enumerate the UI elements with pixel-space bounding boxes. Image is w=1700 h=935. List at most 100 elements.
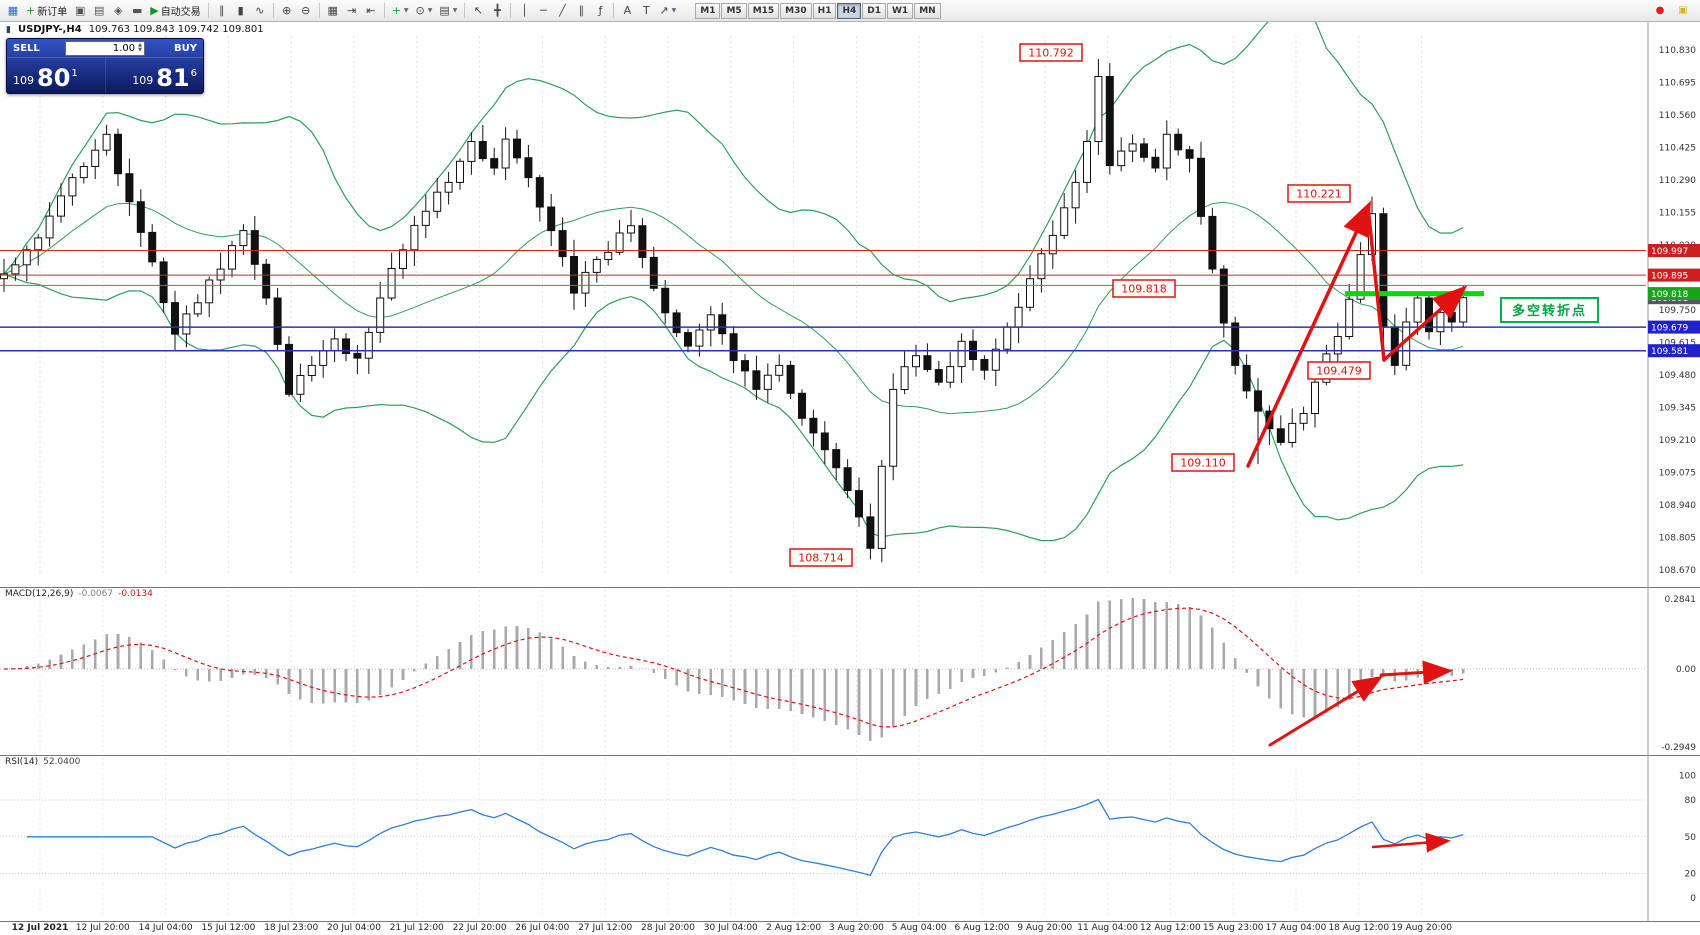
chart-shift-icon[interactable]: ⇤ (362, 2, 380, 20)
autotrading-button-label: 自动交易 (160, 7, 201, 18)
line-chart-type-icon[interactable]: ∿ (251, 2, 269, 20)
horizontal-level-lines[interactable] (0, 250, 1646, 352)
tile-windows-icon[interactable]: ▦ (324, 2, 342, 20)
new-order-button[interactable]: + 新订单 (23, 2, 70, 20)
trendline-icon[interactable]: ╱ (553, 2, 571, 20)
timeframe-mn[interactable]: MN (914, 2, 941, 19)
svg-text:109.110: 109.110 (1180, 457, 1226, 470)
zoom-in-icon[interactable]: ⊕ (278, 2, 296, 20)
volume-spinner[interactable]: ▲ ▼ (138, 43, 142, 53)
rsi-canvas[interactable]: 100 80 50 20 0 (0, 755, 1700, 921)
cursor-icon[interactable]: ↖ (469, 2, 487, 20)
buy-button[interactable]: 109 81 6 (104, 58, 204, 93)
macd-trend-arrows[interactable] (1268, 660, 1453, 747)
fibonacci-icon-glyph: ƒ (598, 4, 603, 17)
macd-panel: 0.2841 0.00 -0.2949 MACD(12,26,9) -0.0067 … (0, 587, 1700, 755)
time-label: 9 Aug 20:00 (1017, 923, 1073, 933)
svg-text:110.155: 110.155 (1659, 209, 1696, 219)
arrow-tools-dropdown[interactable]: ↗ ▼ (656, 2, 679, 20)
market-watch-icon[interactable]: ▤ (90, 2, 108, 20)
periods-dropdown-arrow-icon[interactable]: ▼ (427, 7, 433, 14)
svg-text:110.290: 110.290 (1659, 176, 1696, 186)
rsi-trend-arrow[interactable] (1371, 832, 1451, 853)
turning-point-note[interactable]: 多空转折点 (1500, 297, 1600, 323)
zoom-in-icon-glyph: ⊕ (282, 4, 292, 17)
time-label: 22 Jul 20:00 (452, 923, 507, 933)
spinner-down-icon[interactable]: ▼ (138, 47, 142, 53)
volume-value: 1.00 (112, 42, 136, 54)
svg-text:109.345: 109.345 (1659, 404, 1696, 414)
sell-button[interactable]: 109 80 1 (7, 58, 105, 93)
svg-text:110.560: 110.560 (1659, 111, 1696, 121)
templates-dropdown-arrow-icon[interactable]: ▼ (452, 7, 458, 14)
time-label: 18 Aug 12:00 (1328, 923, 1390, 933)
volume-input[interactable]: 1.00 ▲ ▼ (65, 40, 145, 56)
buy-price-sup: 6 (190, 68, 197, 79)
templates-dropdown[interactable]: ▤ ▼ (436, 2, 460, 20)
trend-arrows[interactable] (1246, 200, 1468, 468)
tile-windows-icon-glyph: ▦ (327, 4, 338, 17)
arrow-tools-glyph: ↗ (659, 4, 669, 17)
indicators-add-button[interactable]: + ▼ (389, 2, 412, 20)
time-label: 18 Jul 23:00 (264, 923, 319, 933)
time-label: 6 Aug 12:00 (954, 923, 1010, 933)
news-status-icon[interactable]: ▣ (1674, 2, 1692, 20)
toolbar-separator (272, 3, 274, 18)
svg-text:20: 20 (1685, 870, 1697, 880)
navigator-icon[interactable]: ◈ (109, 2, 127, 20)
sell-header-label: SELL (13, 42, 40, 54)
svg-text:100: 100 (1679, 772, 1696, 782)
auto-scroll-icon[interactable]: ⇥ (343, 2, 361, 20)
charts-cascade-icon[interactable]: ▣ (71, 2, 89, 20)
timeframe-m30[interactable]: M30 (780, 2, 812, 19)
crosshair-icon[interactable]: ╋ (488, 2, 506, 20)
arrow-tools-dropdown-arrow-icon[interactable]: ▼ (671, 7, 677, 14)
text-icon-glyph: A (623, 4, 632, 17)
bar-chart-type-icon[interactable]: ∥ (213, 2, 231, 20)
svg-text:109.750: 109.750 (1659, 306, 1696, 316)
timeframe-m5[interactable]: M5 (721, 2, 747, 19)
time-axis[interactable]: 12 Jul 2021 12 Jul 20:00 14 Jul 04:00 15 Ju… (0, 921, 1700, 935)
zoom-out-icon-glyph: ⊖ (301, 4, 311, 17)
new-order-button-label: 新订单 (37, 7, 68, 18)
macd-canvas[interactable]: 0.2841 0.00 -0.2949 (0, 587, 1700, 755)
timeframe-m1[interactable]: M1 (695, 2, 721, 19)
periods-dropdown[interactable]: ⊙ ▼ (413, 2, 436, 20)
text-icon[interactable]: A (618, 2, 636, 20)
timeframe-w1[interactable]: W1 (886, 2, 914, 19)
channel-icon[interactable]: ∥ (572, 2, 590, 20)
chart-window-icon-glyph: ▦ (7, 4, 19, 17)
vertical-line-icon[interactable]: │ (515, 2, 533, 20)
timeframe-h1[interactable]: H1 (812, 2, 837, 19)
timeframe-h4[interactable]: H4 (837, 2, 862, 19)
horizontal-line-icon[interactable]: ─ (534, 2, 552, 20)
candlestick-type-icon[interactable]: ▮ (232, 2, 250, 20)
macd-histogram (14, 598, 1465, 741)
time-label: 15 Jul 12:00 (201, 923, 256, 933)
fibonacci-icon[interactable]: ƒ (591, 2, 609, 20)
timeframe-m15[interactable]: M15 (747, 2, 780, 19)
buy-header-label: BUY (174, 42, 197, 54)
svg-text:0.00: 0.00 (1676, 665, 1696, 675)
chart-window-icon[interactable]: ▦ (4, 2, 22, 20)
text-label-icon[interactable]: T (637, 2, 655, 20)
autotrading-button[interactable]: ▶ 自动交易 (147, 2, 203, 20)
zoom-out-icon[interactable]: ⊖ (297, 2, 315, 20)
alert-status-icon[interactable]: ● (1651, 2, 1669, 20)
svg-text:110.221: 110.221 (1296, 188, 1342, 201)
timeframe-d1[interactable]: D1 (862, 2, 886, 19)
spinner-up-icon[interactable]: ▲ (138, 42, 142, 48)
channel-icon-glyph: ∥ (578, 4, 585, 17)
macd-signal-line (3, 607, 1464, 728)
svg-text:110.425: 110.425 (1659, 144, 1696, 154)
toolbar-separator (207, 3, 209, 18)
main-chart-canvas[interactable]: 110.830 110.695 110.560 110.425 110.290 110.1… (0, 22, 1700, 587)
svg-text:109.818: 109.818 (1121, 283, 1167, 296)
macd-label: MACD(12,26,9) -0.0067 -0.0134 (5, 589, 153, 599)
price-callouts[interactable]: 110.792 110.221 109.818 109.479 109.110 108.7… (789, 43, 1371, 567)
one-click-trading-widget: SELL 1.00 ▲ ▼ BUY 109 80 1 109 81 6 (6, 38, 204, 94)
indicators-add-button-arrow-icon[interactable]: ▼ (403, 7, 409, 14)
news-status-icon-glyph: ▣ (1678, 4, 1688, 16)
terminal-icon[interactable]: ▬ (128, 2, 146, 20)
